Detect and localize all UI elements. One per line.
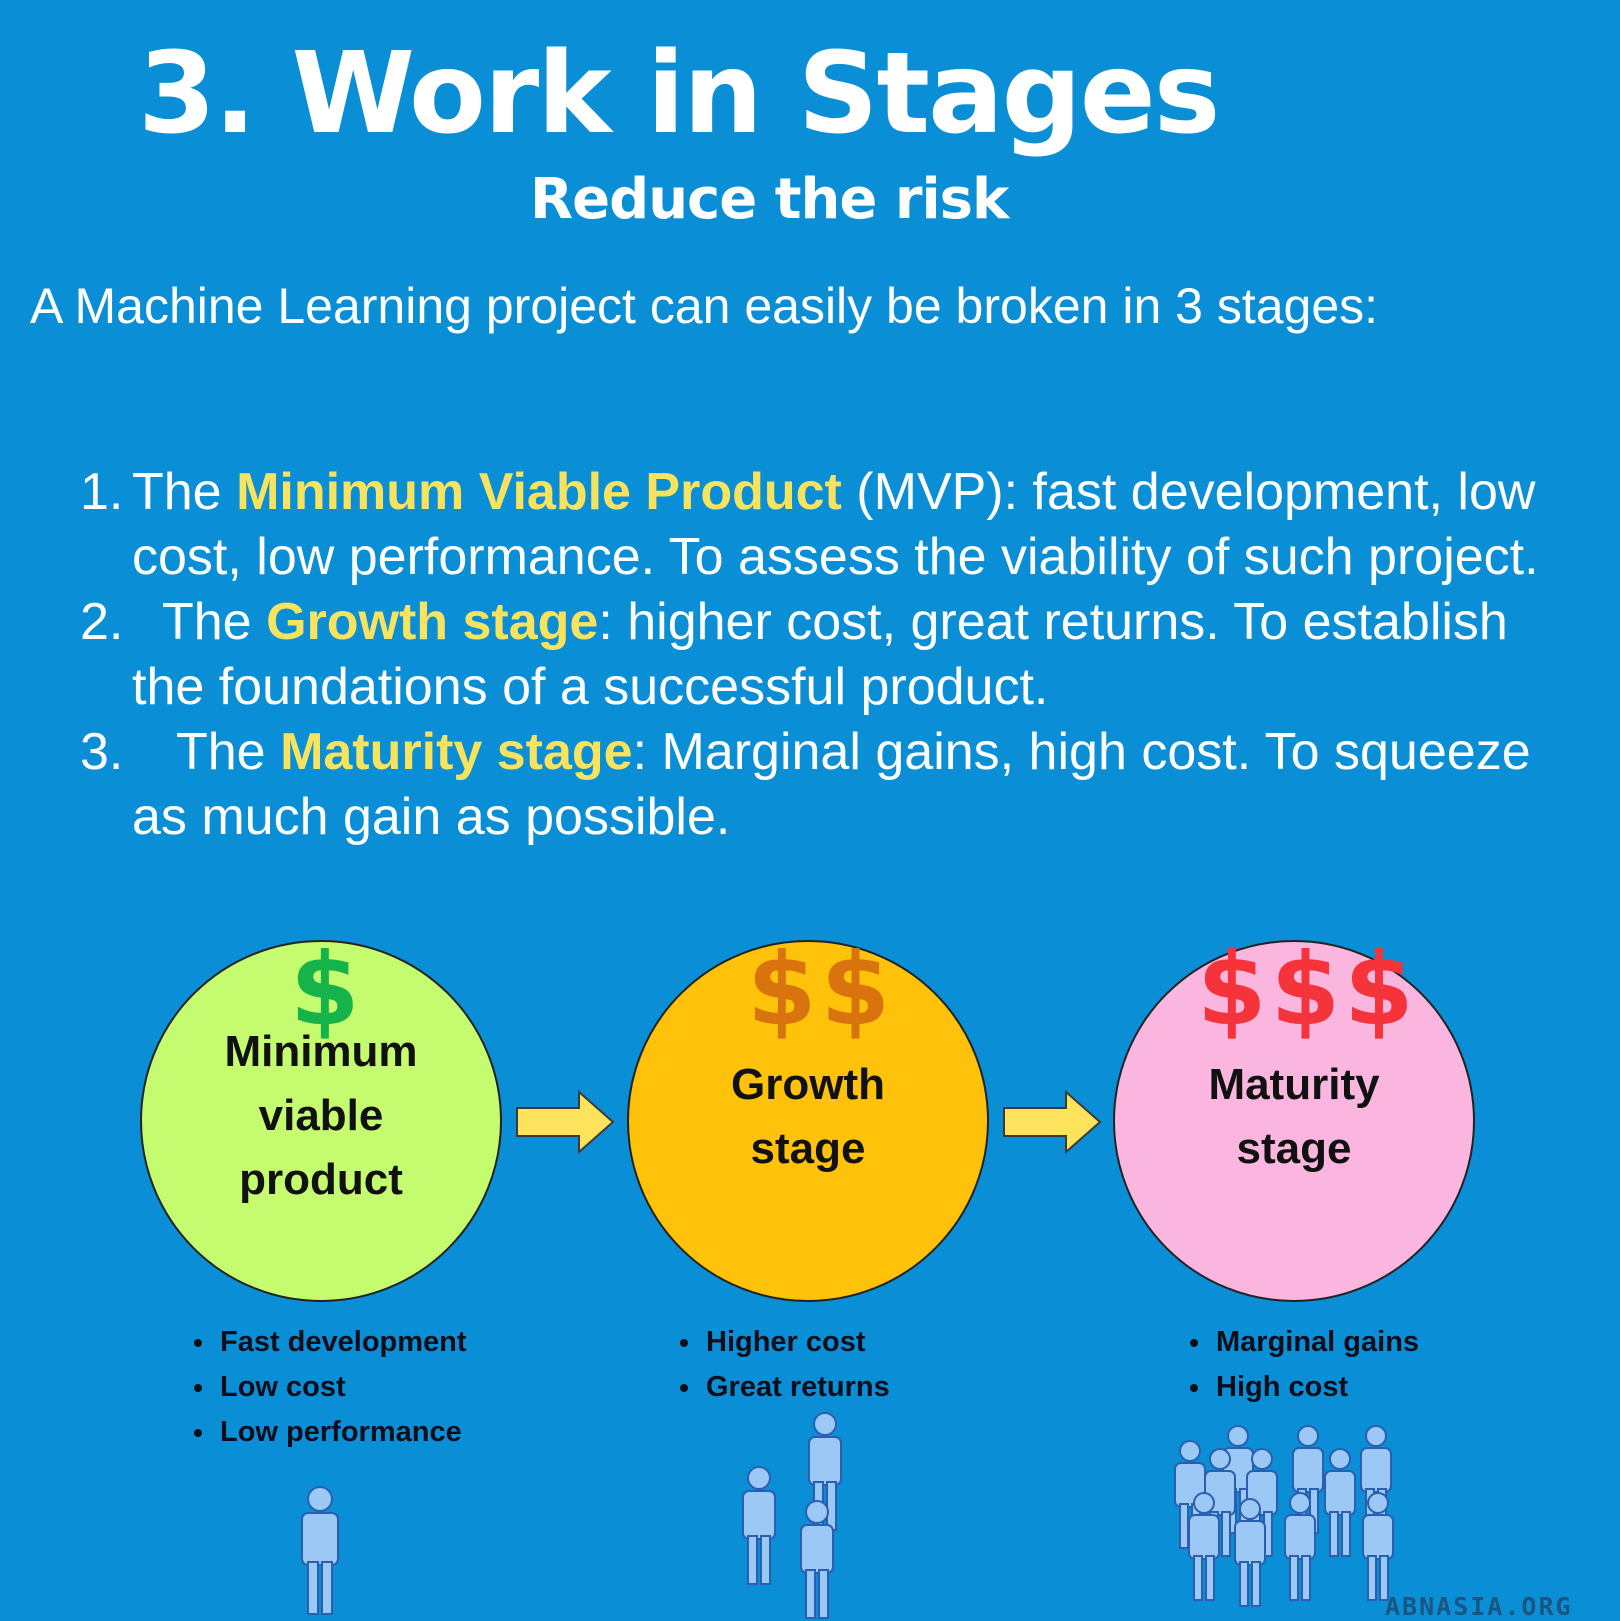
dollar-icon: $$$ [1197, 931, 1418, 1048]
person-icon [1234, 1498, 1266, 1607]
mvp-circle [140, 940, 502, 1302]
person-icon [1362, 1492, 1394, 1601]
growth-bullets: Higher cost Great returns [676, 1320, 890, 1410]
person-icon [1284, 1492, 1316, 1601]
circle-label-line: Maturity [1208, 1060, 1380, 1109]
growth-label: Growth stage [627, 1053, 989, 1181]
list-item: Fast development [190, 1320, 467, 1365]
growth-circle [627, 940, 989, 1302]
intro-text: A Machine Learning project can easily be… [30, 278, 1379, 334]
circle-label-line: product [239, 1155, 403, 1204]
stage-description: : higher cost, great returns. To establi… [132, 593, 1508, 716]
mvp-bullets: Fast development Low cost Low performanc… [190, 1320, 467, 1455]
stage-lead: The [132, 463, 237, 521]
stages-diagram: $ Minimum viable product $$ Growth stage… [0, 920, 1620, 1620]
mvp-people [301, 1486, 339, 1615]
arrow-right-icon [516, 1090, 615, 1154]
list-item: Low performance [190, 1410, 467, 1455]
stage-item: 2. The Growth stage: higher cost, great … [80, 590, 1560, 720]
circle-label-line: Minimum [224, 1027, 418, 1076]
watermark: ABNASIA.ORG [1385, 1592, 1573, 1621]
list-item: Great returns [676, 1365, 890, 1410]
maturity-people [1174, 1425, 1394, 1607]
arrow-right-icon [1003, 1090, 1102, 1154]
mvp-label: Minimum viable product [140, 1020, 502, 1212]
stages-list: 1. The Minimum Viable Product (MVP): fas… [80, 460, 1560, 850]
maturity-bullets: Marginal gains High cost [1186, 1320, 1419, 1410]
dollar-icon: $ [290, 931, 364, 1048]
stage-highlight: Growth stage [266, 593, 599, 651]
growth-people [742, 1412, 842, 1619]
maturity-label: Maturity stage [1113, 1053, 1475, 1181]
stage-item: 1. The Minimum Viable Product (MVP): fas… [80, 460, 1560, 590]
list-item: Higher cost [676, 1320, 890, 1365]
stage-description: : Marginal gains, high cost. To squeeze … [132, 723, 1531, 846]
stage-number: 2. [80, 593, 124, 651]
circle-label-line: Growth [731, 1060, 885, 1109]
stage-lead: The [176, 723, 281, 781]
person-icon [742, 1466, 776, 1585]
person-icon [301, 1486, 339, 1615]
page-title: 3. Work in Stages [138, 29, 1220, 159]
stage-item: 3. The Maturity stage: Marginal gains, h… [80, 720, 1560, 850]
person-icon [800, 1500, 834, 1619]
circle-label-line: stage [1236, 1124, 1352, 1173]
stage-number: 1. [80, 463, 124, 521]
stage-number: 3. [80, 723, 124, 781]
person-icon [1324, 1448, 1356, 1557]
page-subtitle: Reduce the risk [530, 167, 1009, 232]
circle-label-line: viable [258, 1091, 384, 1140]
stage-highlight: Minimum Viable Product [236, 463, 842, 521]
stage-highlight: Maturity stage [280, 723, 633, 781]
stage-description: (MVP): fast development, low cost, low p… [132, 463, 1539, 586]
dollar-icon: $$ [747, 931, 895, 1048]
circle-label-line: stage [750, 1124, 866, 1173]
list-item: Marginal gains [1186, 1320, 1419, 1365]
list-item: Low cost [190, 1365, 467, 1410]
maturity-circle [1113, 940, 1475, 1302]
person-icon [1188, 1492, 1220, 1601]
stage-lead: The [162, 593, 267, 651]
list-item: High cost [1186, 1365, 1419, 1410]
